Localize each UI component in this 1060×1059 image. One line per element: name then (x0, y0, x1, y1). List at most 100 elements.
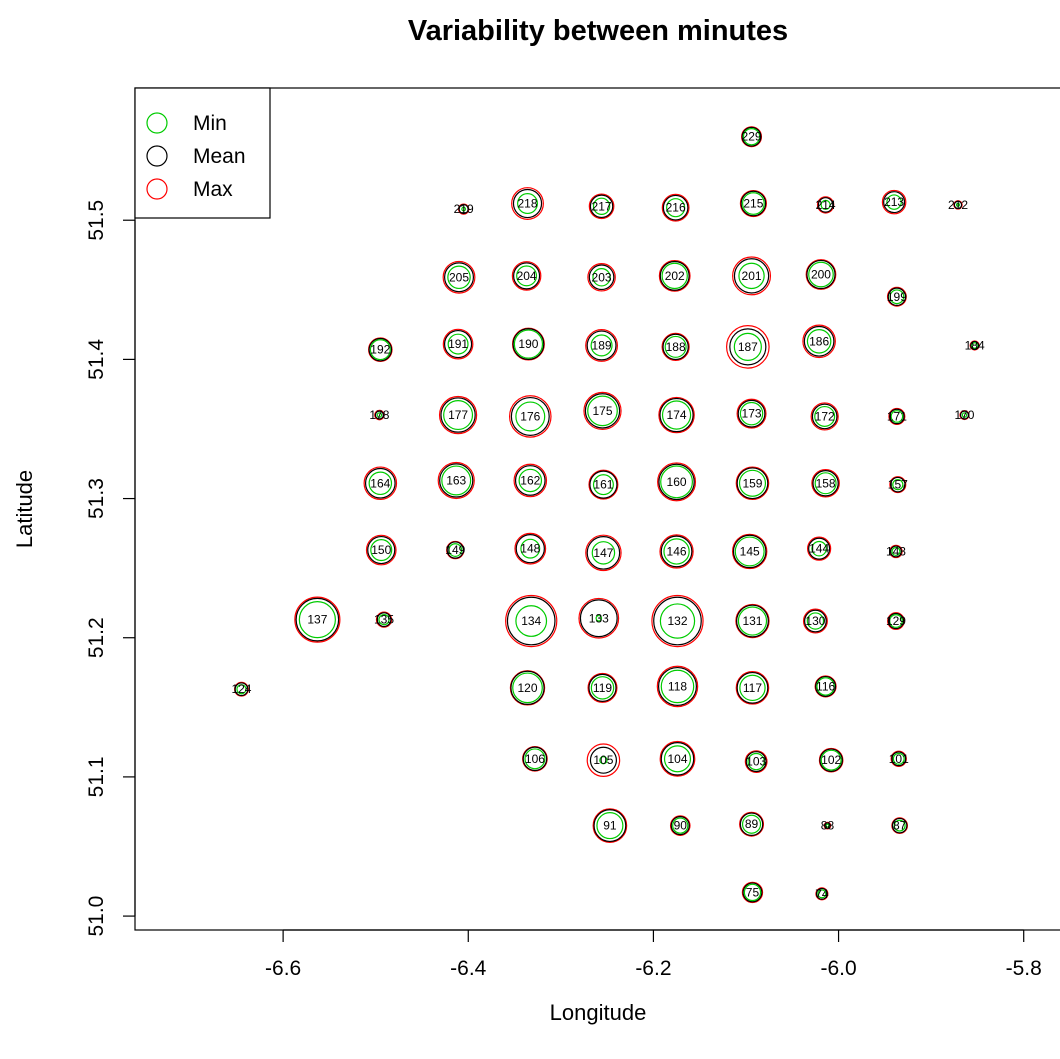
station-point: 89 (739, 811, 765, 837)
station-label: 203 (592, 270, 612, 284)
station-label: 120 (517, 681, 537, 695)
station-label: 205 (449, 270, 469, 284)
station-label: 213 (884, 195, 904, 209)
max-circle (726, 325, 770, 369)
min-circle (596, 812, 624, 840)
max-circle (585, 329, 619, 362)
x-axis: -6.6 -6.4 -6.2 -6.0 -5.8 (265, 929, 1042, 980)
min-circle (737, 606, 768, 636)
min-circle (742, 128, 761, 146)
station-point: 161 (588, 469, 619, 500)
max-circle (588, 193, 615, 220)
station-point: 200 (805, 259, 837, 290)
station-label: 90 (674, 819, 688, 833)
x-tick-label: -6.6 (265, 957, 301, 980)
legend-box (134, 87, 271, 219)
station-label: 160 (667, 475, 687, 489)
mean-circle (440, 397, 476, 433)
station-point: 104 (659, 740, 696, 777)
station-point: 131 (735, 603, 770, 639)
min-circle (515, 605, 548, 637)
station-point: 186 (802, 324, 836, 359)
station-point: 192 (368, 337, 393, 362)
mean-circle (803, 325, 835, 357)
x-tick-label: -6.4 (450, 957, 487, 980)
max-circle (587, 262, 616, 292)
mean-circle (811, 403, 838, 430)
max-circle (511, 261, 542, 291)
mean-circle (891, 751, 907, 767)
mean-circle (593, 809, 627, 843)
mean-circle (439, 463, 474, 498)
mean-circle (741, 126, 762, 147)
station-point: 144 (807, 536, 832, 561)
x-axis-title: Longitude (550, 1000, 647, 1025)
min-circle (814, 405, 836, 427)
min-circle (820, 199, 831, 211)
mean-circle (660, 742, 695, 776)
mean-circle (653, 596, 702, 646)
min-circle (738, 469, 767, 497)
min-circle (814, 472, 837, 495)
station-label: 164 (370, 476, 390, 490)
mean-circle (737, 399, 766, 428)
station-label: 177 (448, 408, 468, 422)
mean-circle (295, 597, 340, 642)
station-point: 204 (511, 261, 542, 291)
mean-circle (733, 258, 770, 294)
min-circle (825, 823, 830, 828)
points-layer: 229 219 218 217 216 215 214 213 212 205 204 203 202 2… (231, 126, 985, 904)
station-label: 190 (518, 337, 538, 351)
station-label: 174 (667, 408, 687, 422)
mean-circle (234, 682, 249, 697)
max-circle (669, 815, 691, 836)
min-circle (743, 883, 762, 902)
mean-circle (506, 596, 556, 646)
station-label: 118 (668, 679, 687, 693)
mean-circle (736, 467, 769, 500)
mean-circle (586, 536, 621, 570)
x-tick-label: -6.0 (820, 957, 856, 980)
station-point: 148 (514, 532, 547, 565)
max-circle (437, 461, 475, 500)
station-label: 200 (811, 267, 831, 281)
max-circle (374, 409, 385, 421)
min-circle (661, 262, 688, 290)
station-point: 199 (887, 286, 907, 307)
max-circle (658, 259, 691, 292)
station-point: 101 (889, 750, 909, 767)
min-circle (741, 814, 762, 834)
max-circle (657, 462, 697, 502)
min-circle (666, 198, 686, 218)
mean-circle (740, 190, 767, 217)
station-point: 201 (732, 256, 772, 296)
station-point: 205 (442, 260, 476, 294)
max-circle (739, 189, 767, 218)
legend-marker (146, 112, 168, 134)
min-circle (889, 289, 905, 305)
mean-circle (657, 666, 697, 706)
min-circle (447, 333, 469, 355)
max-circle (802, 324, 836, 359)
mean-circle (588, 264, 615, 291)
station-point: 189 (585, 329, 619, 362)
max-circle (735, 603, 770, 639)
mean-circle (458, 203, 469, 215)
station-point: 88 (821, 819, 835, 833)
max-circle (889, 544, 903, 559)
max-circle (438, 395, 478, 435)
max-circle (736, 398, 767, 429)
station-point: 150 (365, 534, 397, 566)
max-circle (661, 193, 690, 222)
station-point: 75 (741, 881, 764, 904)
mean-circle (670, 816, 690, 836)
station-point: 119 (587, 672, 618, 703)
legend-marker (146, 178, 168, 200)
station-label: 143 (886, 544, 906, 558)
max-circle (294, 596, 341, 643)
station-label: 119 (593, 681, 612, 695)
station-point: 118 (656, 665, 699, 708)
station-label: 215 (743, 197, 763, 211)
max-circle (811, 468, 840, 498)
station-point: 177 (438, 395, 478, 435)
